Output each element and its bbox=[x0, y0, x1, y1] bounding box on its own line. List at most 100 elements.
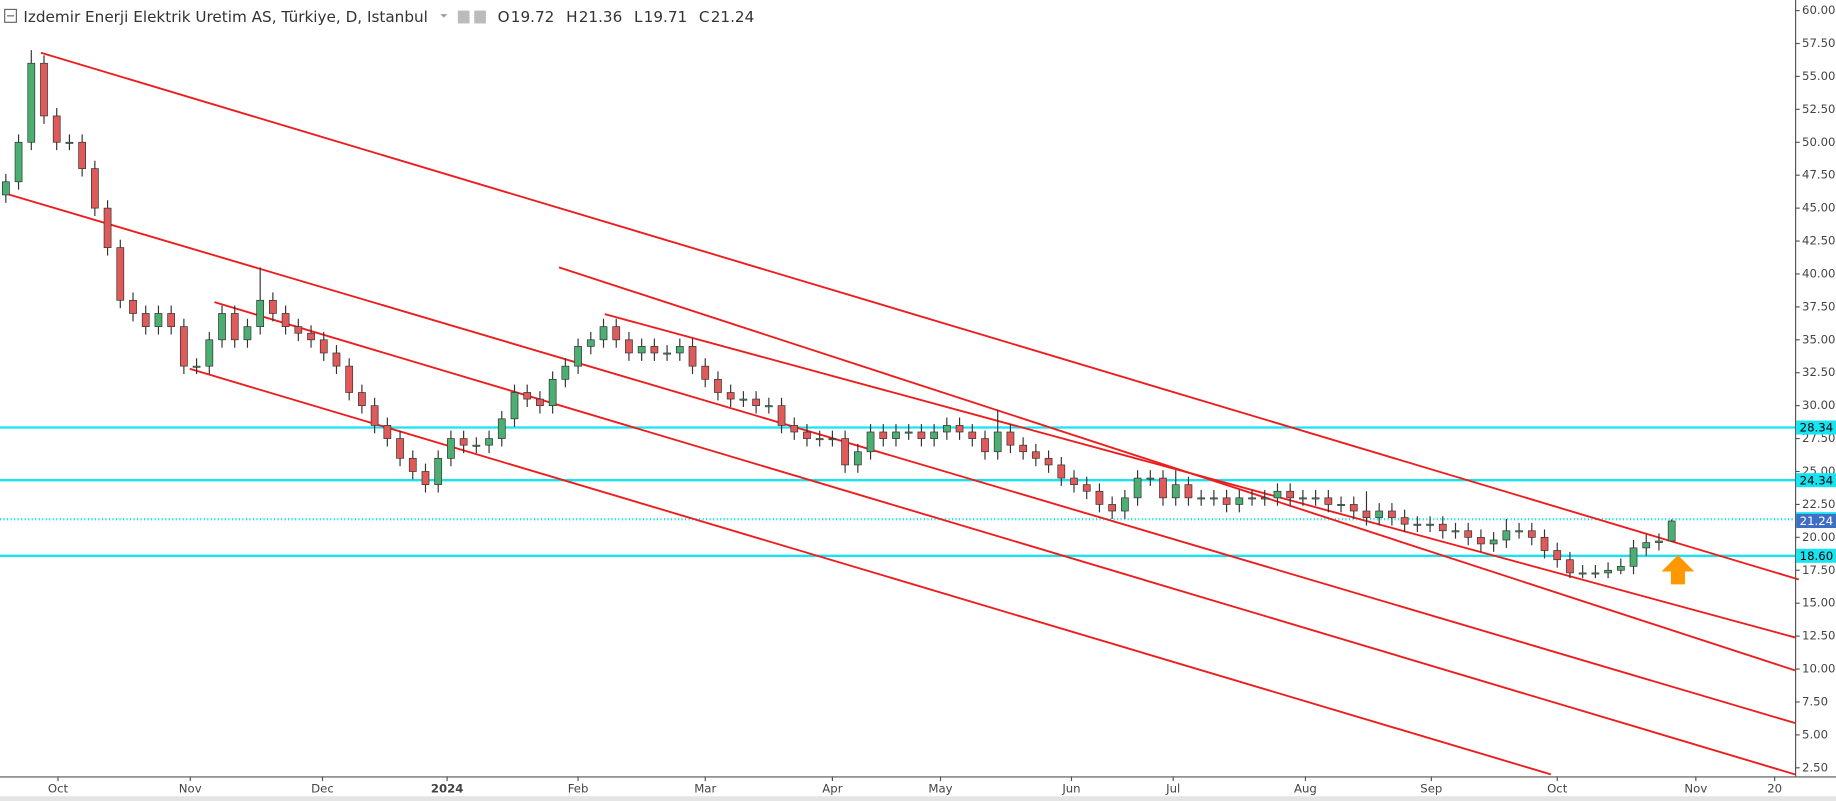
candle-body bbox=[1426, 523, 1434, 526]
candle-body bbox=[904, 431, 913, 434]
candle-body bbox=[129, 299, 137, 314]
candle-body bbox=[256, 299, 265, 327]
candle-body bbox=[955, 425, 964, 433]
candle-body bbox=[370, 405, 379, 426]
y-tick-label: 42.50 bbox=[1802, 234, 1835, 248]
candle-body bbox=[421, 471, 430, 486]
candle-body bbox=[27, 62, 36, 143]
arrow-annotation bbox=[1661, 555, 1695, 585]
candle-body bbox=[1133, 477, 1142, 499]
candle-body bbox=[345, 365, 354, 393]
candle-body bbox=[1171, 484, 1180, 499]
candle-body bbox=[243, 326, 252, 341]
candle-body bbox=[1375, 510, 1384, 518]
y-tick-label: 60.00 bbox=[1802, 3, 1835, 17]
x-tick-label: Sep bbox=[1420, 782, 1442, 796]
candle-body bbox=[1477, 536, 1485, 545]
candle-body bbox=[116, 247, 125, 301]
candle-body bbox=[459, 438, 468, 446]
last-price-box bbox=[1796, 513, 1836, 529]
candle-body bbox=[1362, 510, 1371, 518]
candle-body bbox=[1438, 523, 1447, 532]
candle-body bbox=[701, 365, 710, 380]
candle-body bbox=[739, 398, 748, 401]
y-tick-label: 27.50 bbox=[1802, 431, 1835, 445]
candle-body bbox=[1311, 497, 1320, 500]
candle-body bbox=[1210, 497, 1218, 500]
y-tick-label: 7.50 bbox=[1802, 694, 1828, 708]
candle-body bbox=[1159, 477, 1167, 499]
candle-body bbox=[714, 378, 722, 393]
candle-body bbox=[78, 141, 87, 169]
x-tick-label: Feb bbox=[568, 782, 589, 796]
candle-body bbox=[1591, 572, 1600, 575]
candle-body bbox=[1095, 490, 1104, 505]
ohlc-value: 21.24 bbox=[711, 8, 755, 26]
collapse-icon[interactable] bbox=[4, 8, 17, 23]
candle-body bbox=[790, 425, 799, 433]
candle-body bbox=[269, 299, 277, 314]
candle-body bbox=[383, 425, 392, 439]
y-tick-label: 12.50 bbox=[1802, 629, 1835, 643]
candle-body bbox=[447, 438, 455, 459]
candle-body bbox=[497, 418, 506, 439]
y-tick-label: 20.00 bbox=[1802, 530, 1835, 544]
candle-body bbox=[1566, 559, 1574, 574]
candle-body bbox=[1070, 477, 1078, 486]
candle-body bbox=[319, 339, 328, 354]
level-price-box bbox=[1796, 420, 1836, 435]
y-tick-label: 22.50 bbox=[1802, 497, 1835, 511]
candle-body bbox=[625, 339, 633, 354]
x-tick-label: Oct bbox=[1547, 782, 1568, 796]
candle-body bbox=[637, 346, 646, 354]
candle-body bbox=[803, 431, 811, 439]
ohlc-value: 19.72 bbox=[511, 8, 555, 26]
candle-body bbox=[879, 431, 888, 439]
candle-body bbox=[510, 392, 519, 420]
y-tick-label: 37.50 bbox=[1802, 299, 1835, 313]
level-price-label: 28.34 bbox=[1800, 421, 1833, 435]
candle-body bbox=[1413, 523, 1422, 526]
candle-body bbox=[1553, 550, 1562, 561]
x-tick-label: Mar bbox=[694, 782, 716, 796]
candle-body bbox=[1667, 520, 1676, 542]
candle-body bbox=[1, 181, 10, 196]
candle-body bbox=[1515, 530, 1523, 533]
candle-body bbox=[993, 431, 1002, 453]
candle-body bbox=[65, 141, 74, 144]
candle-body bbox=[40, 62, 48, 117]
candle-body bbox=[1222, 497, 1231, 505]
candle-body bbox=[1299, 497, 1307, 500]
candle-body bbox=[981, 438, 989, 453]
hide-icon[interactable] bbox=[474, 10, 486, 24]
candle-body bbox=[968, 431, 977, 439]
candle-body bbox=[1286, 490, 1295, 499]
candle-body bbox=[141, 313, 150, 327]
last-price-label: 21.24 bbox=[1800, 514, 1833, 528]
candle-body bbox=[841, 438, 849, 466]
candle-body bbox=[472, 444, 481, 447]
candle-body bbox=[612, 326, 621, 341]
candle-body bbox=[1655, 540, 1663, 543]
candle-body bbox=[1502, 530, 1511, 541]
y-tick-label: 52.50 bbox=[1802, 102, 1835, 116]
y-tick-label: 57.50 bbox=[1802, 36, 1835, 50]
level-price-box bbox=[1796, 473, 1836, 488]
y-tick-label: 30.00 bbox=[1802, 398, 1835, 412]
candle-body bbox=[866, 431, 875, 453]
ohlc-label: L bbox=[634, 8, 643, 26]
candle-body bbox=[726, 392, 735, 400]
candle-body bbox=[1057, 464, 1066, 479]
ohlc-label: C bbox=[699, 8, 710, 26]
candle-body bbox=[1388, 510, 1396, 518]
candle-body bbox=[1464, 530, 1473, 538]
candle-body bbox=[853, 451, 862, 466]
candle-body bbox=[1248, 497, 1256, 500]
candle-body bbox=[103, 207, 112, 248]
settings-icon[interactable] bbox=[457, 10, 470, 24]
candle-body bbox=[332, 352, 341, 367]
candle-body bbox=[180, 326, 188, 367]
candle-body bbox=[1019, 444, 1028, 453]
dropdown-icon[interactable] bbox=[440, 14, 448, 18]
